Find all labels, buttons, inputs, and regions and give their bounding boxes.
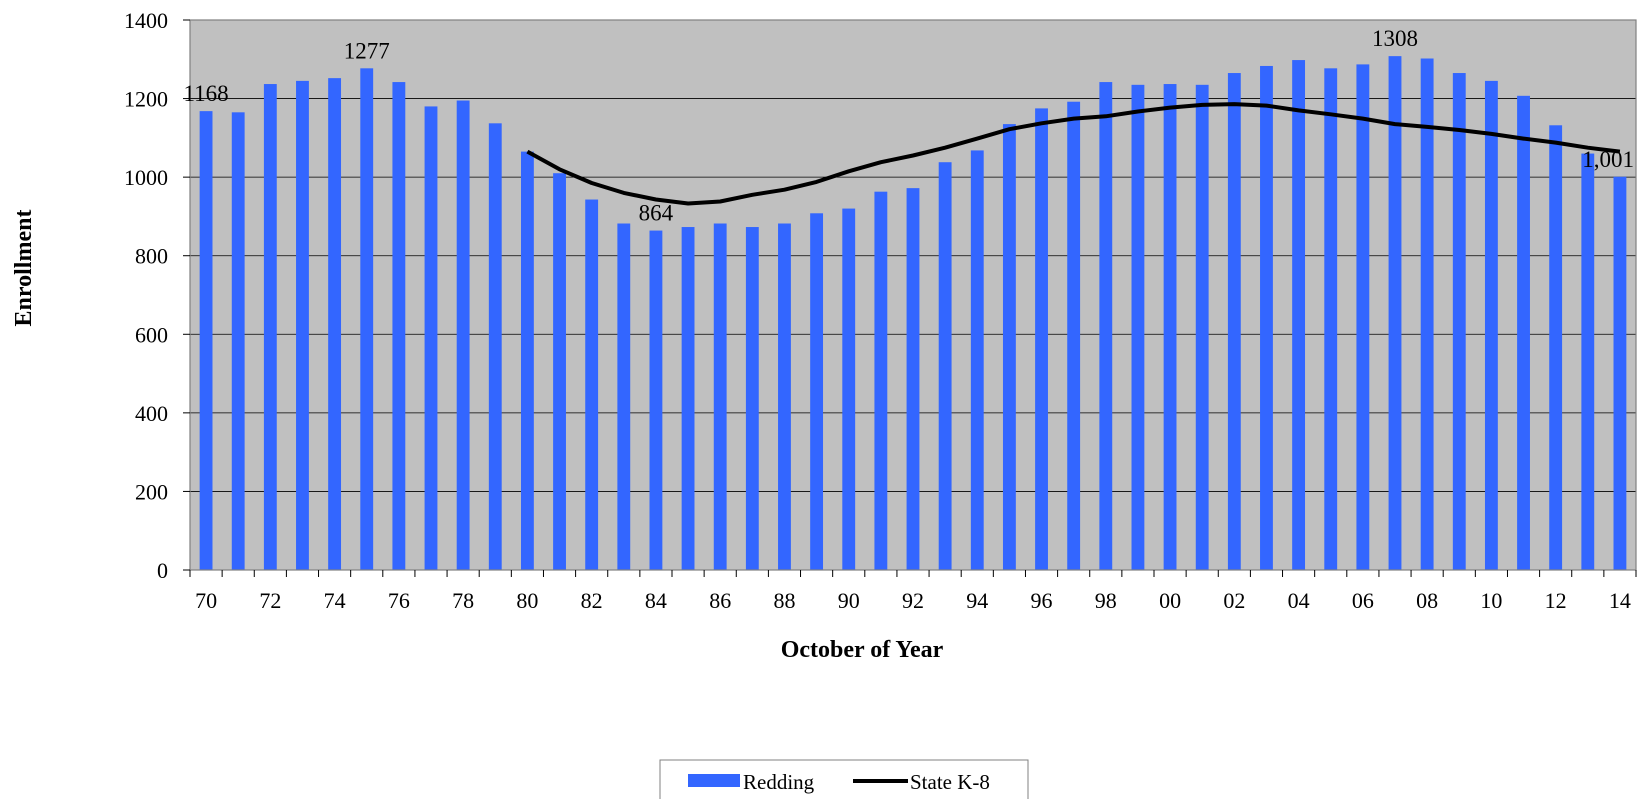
legend-swatch-redding bbox=[688, 774, 740, 787]
line-series-state bbox=[526, 102, 1621, 206]
x-tick-label: 90 bbox=[838, 588, 860, 613]
bar bbox=[649, 230, 663, 571]
legend-label-redding: Redding bbox=[743, 770, 815, 794]
bar bbox=[810, 213, 824, 571]
bar bbox=[1356, 64, 1370, 571]
bar bbox=[1388, 56, 1402, 570]
data-label: 1277 bbox=[344, 38, 390, 63]
x-tick-label: 98 bbox=[1095, 588, 1117, 613]
bar bbox=[1131, 84, 1145, 571]
x-tick-label: 10 bbox=[1480, 588, 1502, 613]
y-axis-title: Enrollment bbox=[11, 210, 37, 327]
bar bbox=[520, 151, 534, 570]
x-tick-label: 06 bbox=[1352, 588, 1374, 613]
x-tick-label: 82 bbox=[581, 588, 603, 613]
x-tick-label: 70 bbox=[195, 588, 217, 613]
x-tick-label: 78 bbox=[452, 588, 474, 613]
x-tick-label: 80 bbox=[516, 588, 538, 613]
bar bbox=[392, 82, 406, 571]
y-tick-label: 800 bbox=[135, 244, 168, 269]
y-axis: 0 200 400 600 800 1000 1200 1400 bbox=[124, 8, 190, 583]
bar-series-redding bbox=[199, 56, 1627, 571]
bar bbox=[1452, 73, 1466, 571]
bar bbox=[296, 80, 309, 571]
x-tick-label: 72 bbox=[259, 588, 281, 613]
bar bbox=[199, 111, 213, 571]
bar bbox=[1613, 176, 1627, 570]
bar bbox=[842, 208, 856, 571]
bar bbox=[1260, 65, 1273, 570]
bar bbox=[1292, 60, 1306, 570]
state-k8-line bbox=[526, 102, 1621, 206]
bar bbox=[1035, 108, 1048, 571]
bar bbox=[456, 100, 470, 571]
y-tick-label: 1000 bbox=[124, 165, 168, 190]
x-tick-label: 96 bbox=[1031, 588, 1053, 613]
bar bbox=[553, 173, 566, 570]
legend: Redding State K-8 bbox=[659, 759, 1029, 799]
x-tick-label: 92 bbox=[902, 588, 924, 613]
y-tick-label: 1200 bbox=[124, 87, 168, 112]
data-label: 1308 bbox=[1372, 26, 1418, 51]
bar bbox=[681, 227, 695, 571]
bar bbox=[617, 223, 631, 570]
x-tick-label: 00 bbox=[1159, 588, 1181, 613]
x-tick-label: 86 bbox=[709, 588, 731, 613]
bar bbox=[424, 106, 438, 570]
x-tick-label: 02 bbox=[1223, 588, 1245, 613]
bar bbox=[970, 150, 984, 570]
bar bbox=[713, 223, 727, 570]
data-label: 864 bbox=[639, 201, 674, 226]
y-tick-label: 600 bbox=[135, 322, 168, 347]
bar bbox=[778, 223, 791, 570]
legend-label-state: State K-8 bbox=[910, 770, 990, 794]
x-tick-label: 76 bbox=[388, 588, 410, 613]
bar bbox=[585, 199, 599, 571]
bar bbox=[1549, 125, 1563, 571]
bar bbox=[1324, 68, 1338, 571]
bar bbox=[1099, 82, 1113, 571]
x-tick-label: 84 bbox=[645, 588, 667, 613]
bar bbox=[906, 188, 920, 570]
x-tick-label: 12 bbox=[1545, 588, 1567, 613]
bar bbox=[1484, 80, 1498, 571]
bar bbox=[1227, 73, 1241, 571]
y-tick-label: 0 bbox=[157, 558, 168, 583]
bar bbox=[328, 78, 342, 571]
y-tick-label: 1400 bbox=[124, 8, 168, 33]
bar bbox=[874, 191, 888, 570]
y-tick-label: 400 bbox=[135, 401, 168, 426]
bar bbox=[938, 162, 952, 570]
x-tick-label: 14 bbox=[1609, 588, 1631, 613]
data-label: 1168 bbox=[183, 81, 228, 106]
x-tick-label: 08 bbox=[1416, 588, 1438, 613]
bar bbox=[360, 68, 374, 571]
plot-border bbox=[189, 19, 1637, 571]
bar bbox=[488, 123, 502, 571]
x-tick-label: 74 bbox=[324, 588, 346, 613]
x-tick-label: 88 bbox=[773, 588, 795, 613]
bar bbox=[263, 84, 277, 571]
bar bbox=[1195, 84, 1209, 571]
x-axis: 70 72 74 76 78 80 82 84 86 88 90 92 94 96 98 00 02 04 06 08… bbox=[189, 570, 1637, 613]
data-label: 1,001 bbox=[1582, 147, 1634, 172]
bar bbox=[1581, 153, 1595, 571]
bar bbox=[1067, 101, 1081, 570]
bar bbox=[745, 227, 759, 571]
y-tick-label: 200 bbox=[135, 479, 168, 504]
bar bbox=[1002, 124, 1016, 570]
bar bbox=[1420, 58, 1434, 570]
x-axis-title: October of Year bbox=[781, 637, 944, 663]
x-tick-label: 04 bbox=[1288, 588, 1310, 613]
data-labels: 1168 1277 864 1308 1,001 bbox=[183, 26, 1634, 225]
x-tick-label: 94 bbox=[966, 588, 988, 613]
bar bbox=[1517, 95, 1530, 571]
bar bbox=[1163, 84, 1177, 571]
bar bbox=[231, 112, 245, 571]
